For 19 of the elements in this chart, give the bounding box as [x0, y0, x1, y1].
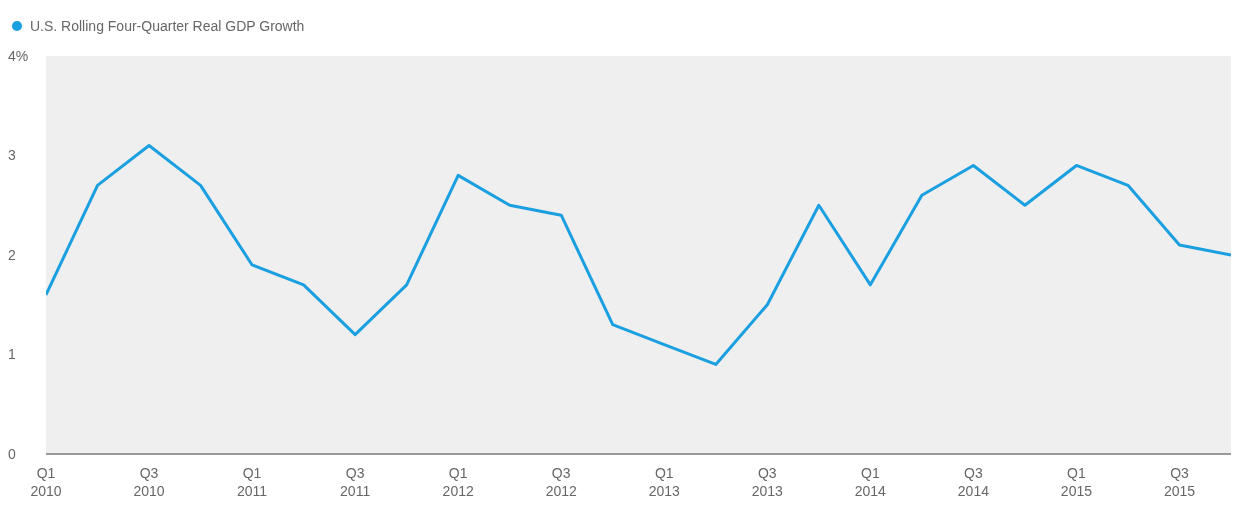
x-tick-label: Q1 2013 [648, 465, 681, 499]
x-tick-label: Q3 2013 [751, 465, 784, 499]
legend-label: U.S. Rolling Four-Quarter Real GDP Growth [30, 18, 305, 34]
x-tick-label: Q1 2010 [30, 465, 62, 499]
x-tick-label: Q1 2014 [854, 465, 887, 499]
x-tick-label: Q3 2015 [1163, 465, 1196, 499]
y-tick-label: 0 [8, 445, 16, 462]
x-tick-label: Q3 2012 [545, 465, 577, 499]
y-tick-label: 3 [8, 147, 16, 164]
x-tick-label: Q1 2012 [442, 465, 474, 499]
x-tick-label: Q3 2011 [340, 465, 371, 499]
y-tick-label: 2 [8, 246, 16, 263]
y-tick-label: 1 [8, 346, 16, 363]
y-tick-label: 4% [8, 47, 29, 64]
x-tick-label: Q1 2015 [1060, 465, 1093, 499]
x-tick-label: Q3 2010 [133, 465, 165, 499]
x-tick-label: Q1 2011 [237, 465, 268, 499]
line-series [46, 144, 1231, 366]
x-tick-label: Q3 2014 [957, 465, 990, 499]
